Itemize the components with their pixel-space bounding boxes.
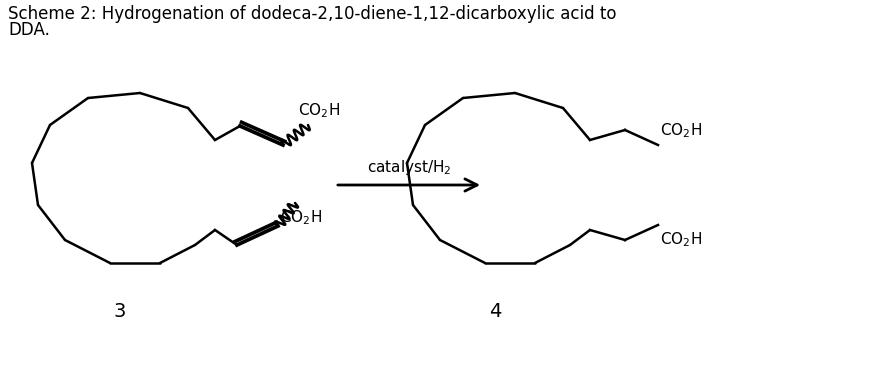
Text: catalyst/H$_2$: catalyst/H$_2$ xyxy=(367,158,451,177)
Text: 3: 3 xyxy=(114,302,126,321)
Text: CO$_2$H: CO$_2$H xyxy=(280,208,322,227)
Text: CO$_2$H: CO$_2$H xyxy=(660,121,702,140)
Text: DDA.: DDA. xyxy=(8,21,50,39)
Text: CO$_2$H: CO$_2$H xyxy=(298,101,340,120)
Text: CO$_2$H: CO$_2$H xyxy=(660,230,702,249)
Text: 4: 4 xyxy=(489,302,501,321)
Text: Scheme 2: Hydrogenation of dodeca-2,10-diene-1,12-dicarboxylic acid to: Scheme 2: Hydrogenation of dodeca-2,10-d… xyxy=(8,5,616,23)
